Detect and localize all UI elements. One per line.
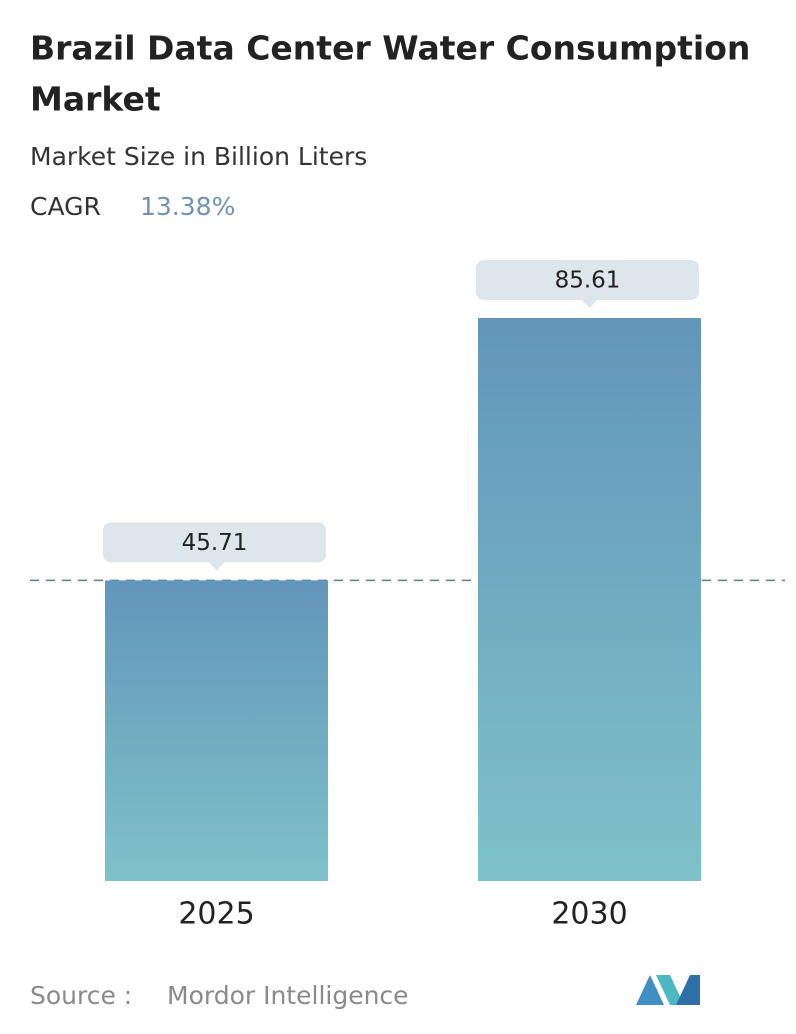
value-label: 85.61 <box>555 268 621 294</box>
cagr-label: CAGR <box>30 192 101 221</box>
value-label-box <box>476 260 699 300</box>
chart-title-line1: Brazil Data Center Water Consumption <box>30 29 750 68</box>
bar <box>478 318 701 881</box>
x-tick-label: 2030 <box>551 897 627 932</box>
source-label: Source : <box>30 981 132 1010</box>
value-label-pointer <box>208 562 225 571</box>
chart-subtitle: Market Size in Billion Liters <box>30 142 367 171</box>
value-label: 45.71 <box>182 530 248 556</box>
chart-title-line2: Market <box>30 80 161 119</box>
cagr-value: 13.38% <box>140 192 235 221</box>
value-label-box <box>103 522 326 563</box>
source: Mordor Intelligence <box>167 981 409 1010</box>
x-tick-label: 2025 <box>178 897 254 932</box>
bar <box>105 580 328 881</box>
logo <box>636 975 700 1005</box>
value-label-pointer <box>581 300 598 308</box>
